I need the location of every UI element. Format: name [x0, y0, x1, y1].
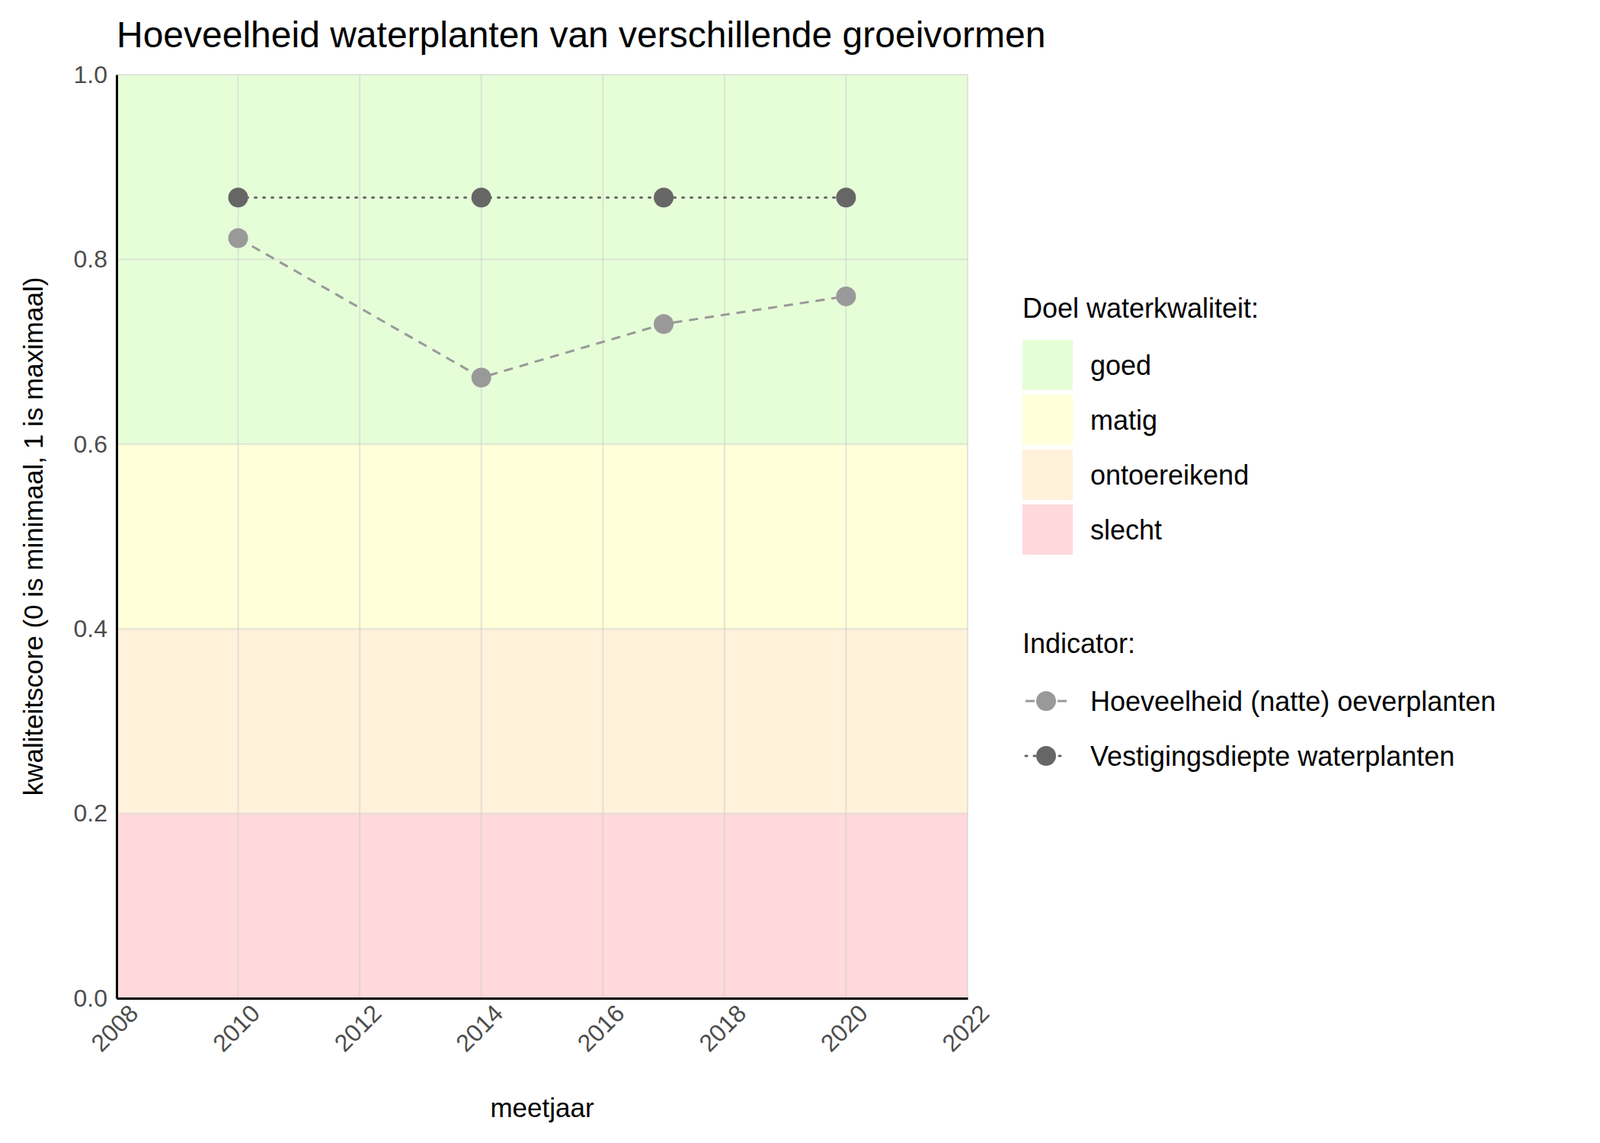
zones [116, 74, 968, 999]
y-tick: 0.0 [73, 984, 108, 1012]
y-tick-label: 0.4 [73, 614, 108, 643]
title: Hoeveelheid waterplanten van verschillen… [116, 14, 1046, 55]
y-tick: 0.2 [73, 799, 108, 827]
series-point [835, 187, 856, 208]
zone-band [116, 628, 968, 813]
x-tick: 2016 [572, 998, 631, 1057]
y-tick-label: 0.0 [73, 984, 108, 1012]
legend-label: ontoereikend [1090, 459, 1249, 491]
y-tick-label: 0.8 [73, 245, 108, 273]
grid-line-x [966, 74, 969, 999]
zone-band [116, 813, 968, 999]
legend-key-marker [1036, 745, 1056, 766]
grid-line-y [116, 997, 968, 999]
legend-swatch [1022, 394, 1073, 445]
legend-label: goed [1090, 349, 1152, 381]
x-tick: 2010 [207, 998, 266, 1057]
grid-line-y [116, 443, 968, 445]
x-tick: 2022 [937, 998, 996, 1057]
series-line [238, 238, 847, 378]
grid-line-y [116, 258, 968, 260]
legend-label: slecht [1090, 514, 1162, 546]
y-tick: 0.8 [73, 245, 108, 273]
x-tick-label: 2016 [572, 998, 631, 1057]
y-tick-label: 1.0 [73, 60, 108, 89]
x-axis: 20082010201220142016201820202022 [86, 998, 996, 1058]
x-tick-label: 2022 [937, 998, 996, 1057]
x-tick: 2012 [329, 998, 388, 1057]
legend-label: Vestigingsdiepte waterplanten [1090, 740, 1455, 772]
x-tick-label: 2014 [450, 998, 509, 1057]
x-tick-label: 2012 [329, 998, 388, 1057]
legend-label: matig [1090, 404, 1158, 436]
series-line [238, 196, 847, 199]
grid-line-x [237, 74, 240, 999]
series-point [228, 187, 249, 208]
y-axis: 0.0 0.2 0.4 0.6 0.8 1.0 [73, 60, 118, 1012]
grid-line-x [844, 74, 847, 999]
x-tick-label: 2010 [207, 998, 266, 1057]
series-point [471, 368, 492, 388]
legend: Doel waterkwaliteit: goed matig ontoereiken… [1022, 292, 1496, 772]
series-point [835, 286, 856, 307]
legend-key-marker [1036, 691, 1056, 711]
data [228, 187, 857, 388]
series-point [228, 228, 249, 249]
grid [116, 74, 968, 999]
grid-line-x [601, 74, 604, 999]
zone-band [116, 74, 968, 445]
legend-swatch [1022, 504, 1073, 555]
chart: 200820102012201420162018202020220.00.20.… [0, 0, 1600, 1143]
grid-line-y [116, 627, 968, 630]
x-tick: 2014 [450, 998, 509, 1057]
y-axis-line [115, 75, 119, 999]
legend-label: Hoeveelheid (natte) oeverplanten [1090, 685, 1496, 717]
x-tick: 2018 [693, 998, 752, 1057]
x-tick-label: 2020 [815, 998, 874, 1057]
x-tick: 2020 [815, 998, 874, 1057]
y-tick: 0.6 [73, 430, 108, 458]
x-tick-label: 2018 [693, 998, 752, 1057]
series-point [471, 187, 492, 208]
y-tick: 1.0 [73, 60, 108, 89]
grid-line-x [115, 74, 118, 999]
y-tick-label: 0.2 [73, 799, 108, 827]
series-point [653, 313, 674, 334]
y-tick-label: 0.6 [73, 430, 108, 458]
grid-line-x [480, 74, 483, 999]
legend-title: Indicator: [1022, 627, 1136, 660]
legend-title: Doel waterkwaliteit: [1022, 292, 1259, 324]
legend-swatch [1022, 449, 1073, 500]
zone-band [116, 444, 968, 629]
y-axis-title: kwaliteitscore (0 is minimaal, 1 is maxi… [18, 277, 48, 797]
legend-swatch [1022, 339, 1073, 391]
grid-line-x [723, 74, 726, 999]
series-point [653, 187, 674, 208]
grid-line-y [116, 812, 968, 815]
y-tick: 0.4 [73, 614, 108, 643]
x-axis-title: meetjaar [489, 1092, 595, 1123]
grid-line-y [116, 73, 968, 76]
grid-line-x [358, 74, 361, 999]
